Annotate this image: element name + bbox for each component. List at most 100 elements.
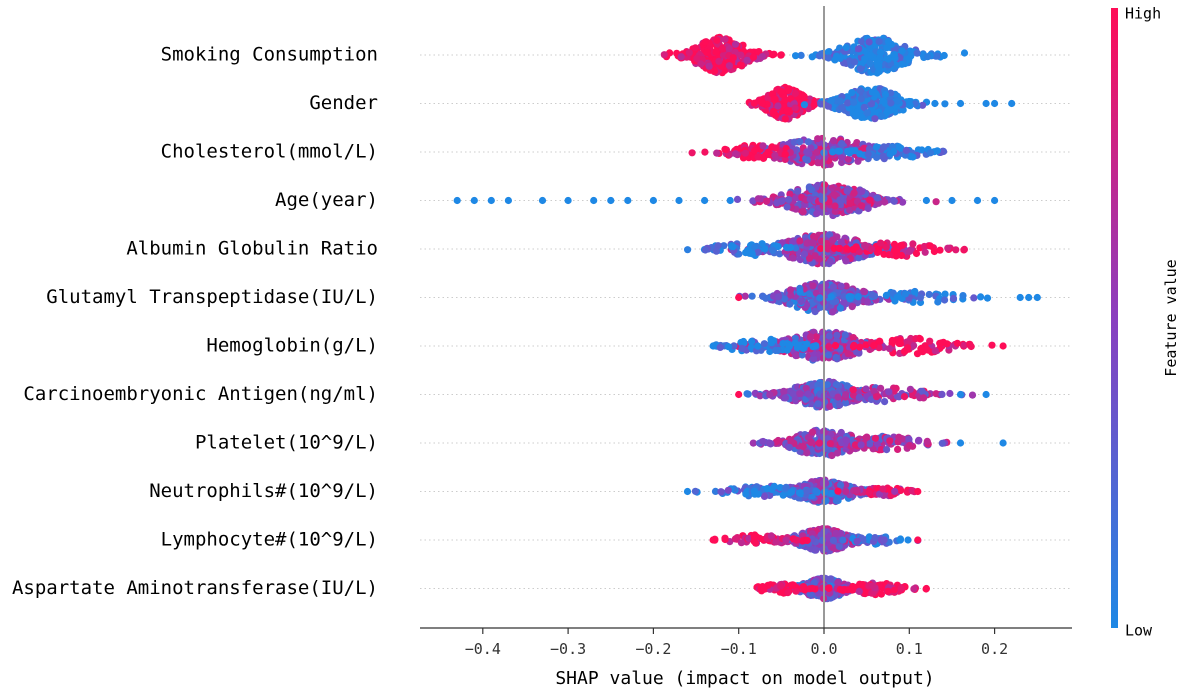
feature-row-points	[660, 33, 969, 77]
shap-point	[812, 333, 820, 341]
shap-point	[787, 243, 795, 252]
shap-point	[938, 439, 946, 447]
shap-point	[738, 344, 746, 352]
shap-point	[739, 337, 748, 346]
shap-point	[741, 292, 749, 300]
shap-point	[875, 246, 883, 254]
shap-point	[916, 294, 925, 302]
colorbar-gradient	[1111, 8, 1118, 628]
shap-point	[894, 445, 902, 453]
shap-point	[787, 437, 795, 445]
shap-point	[829, 236, 837, 244]
shap-point	[909, 153, 917, 161]
shap-point	[797, 297, 805, 305]
shap-point	[768, 485, 776, 494]
shap-point	[825, 343, 833, 351]
shap-point	[953, 339, 962, 347]
shap-point	[792, 352, 800, 360]
shap-point-outlier	[973, 196, 982, 205]
shap-point	[871, 115, 879, 123]
shap-point	[829, 283, 838, 291]
shap-point	[810, 101, 818, 109]
shap-point	[794, 341, 803, 349]
shap-point	[892, 384, 900, 392]
x-tick-label: 0.2	[981, 640, 1008, 658]
shap-point	[693, 54, 701, 63]
shap-point	[920, 394, 928, 402]
shap-point	[748, 292, 756, 300]
shap-point	[697, 60, 705, 68]
shap-point	[793, 536, 801, 544]
shap-point	[940, 51, 948, 60]
shap-point	[898, 47, 906, 55]
shap-point	[897, 584, 905, 593]
feature-labels: Smoking ConsumptionGenderCholesterol(mmo…	[12, 44, 378, 600]
shap-point	[808, 239, 816, 247]
shap-point	[912, 249, 921, 258]
shap-point	[778, 197, 786, 205]
shap-point	[796, 237, 804, 245]
shap-point	[888, 336, 896, 345]
shap-point	[691, 44, 700, 52]
feature-label: Aspartate Aminotransferase(IU/L)	[12, 577, 378, 599]
shap-point	[794, 187, 802, 195]
shap-point	[721, 35, 729, 44]
shap-point	[896, 536, 904, 544]
shap-point	[881, 398, 889, 406]
shap-point	[754, 195, 763, 203]
shap-point	[886, 437, 894, 445]
shap-point	[846, 295, 854, 303]
shap-point-outlier	[1025, 293, 1033, 302]
shap-point	[758, 53, 767, 61]
shap-point-outlier	[453, 196, 461, 205]
shap-point	[868, 291, 876, 299]
shap-point	[766, 391, 774, 399]
shap-point-outlier	[607, 196, 615, 205]
shap-point	[842, 487, 850, 495]
shap-point	[772, 538, 780, 546]
colorbar-title: Feature value	[1162, 259, 1180, 376]
shap-point-outlier	[590, 196, 598, 205]
shap-point	[836, 401, 844, 409]
shap-point	[832, 497, 841, 505]
x-tick-label: 0.0	[810, 640, 837, 658]
shap-point	[864, 150, 872, 158]
feature-label: Gender	[309, 92, 378, 114]
shap-point	[792, 52, 800, 60]
shap-point	[855, 587, 863, 596]
shap-point	[701, 148, 709, 156]
shap-point	[786, 286, 795, 294]
shap-point	[783, 203, 791, 211]
shap-point	[871, 534, 879, 542]
shap-point	[660, 51, 668, 59]
shap-point	[873, 153, 881, 161]
shap-point	[852, 111, 860, 119]
shap-point	[853, 486, 861, 495]
shap-point-outlier	[726, 196, 734, 205]
shap-point	[798, 351, 806, 359]
shap-point	[946, 389, 954, 398]
shap-point	[714, 242, 722, 250]
shap-point	[834, 578, 842, 586]
shap-point	[796, 489, 805, 497]
shap-point	[777, 87, 786, 96]
shap-point	[899, 198, 907, 206]
shap-point-outlier	[564, 196, 572, 205]
shap-point	[898, 60, 906, 68]
shap-point	[807, 438, 815, 446]
shap-point-outlier	[683, 487, 692, 496]
shap-point	[914, 437, 923, 445]
feature-label: Age(year)	[275, 189, 378, 211]
shap-point	[843, 187, 851, 195]
shap-point	[824, 102, 832, 110]
shap-point	[812, 342, 820, 350]
shap-point	[831, 342, 840, 350]
shap-point	[834, 487, 842, 495]
shap-point	[833, 449, 842, 457]
shap-point	[932, 198, 940, 206]
shap-point	[893, 293, 901, 302]
shap-point	[970, 294, 978, 302]
shap-point	[796, 390, 804, 398]
row-gridlines	[420, 54, 1070, 589]
shap-point	[737, 539, 746, 547]
